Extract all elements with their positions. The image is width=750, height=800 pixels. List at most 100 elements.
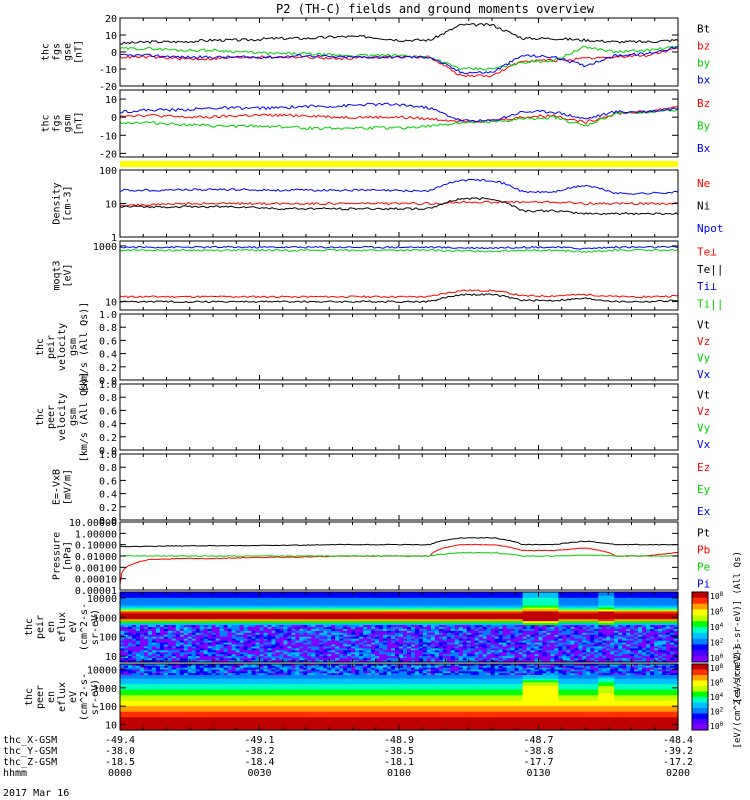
- spectrogram-cell: [418, 627, 424, 630]
- spectrogram-cell: [526, 660, 532, 663]
- spectrogram-cell: [319, 646, 324, 649]
- spectrogram-cell: [430, 593, 436, 597]
- spectrogram-cell: [275, 603, 280, 607]
- spectrogram-cell: [371, 619, 376, 622]
- spectrogram-cell: [187, 652, 193, 655]
- spectrogram-cell: [295, 642, 300, 646]
- spectrogram-cell: [227, 660, 233, 663]
- spectrogram-cell: [602, 632, 607, 636]
- spectrogram-cell: [438, 623, 444, 626]
- spectrogram-cell: [355, 619, 360, 622]
- spectrogram-cell: [554, 613, 559, 616]
- spectrogram-cell: [243, 638, 249, 642]
- spectrogram-cell: [434, 636, 440, 640]
- spectrogram-cell: [327, 607, 332, 611]
- spectrogram-cell: [139, 636, 145, 640]
- spectrogram-cell: [183, 650, 189, 653]
- spectrogram-cell: [598, 640, 603, 644]
- spectrogram-cell: [239, 609, 245, 612]
- spectrogram-cell: [578, 617, 583, 620]
- spectrogram-cell: [231, 652, 237, 655]
- spectrogram-cell: [542, 630, 548, 634]
- spectrogram-cell: [195, 607, 201, 611]
- spectrogram-cell: [295, 628, 300, 632]
- spectrogram-cell: [275, 617, 280, 620]
- spectrogram-cell: [462, 621, 468, 624]
- spectrogram-cell: [307, 603, 312, 607]
- spectrogram-cell: [414, 617, 420, 620]
- spectrogram-cell: [550, 636, 556, 640]
- spectrogram-cell: [379, 646, 384, 649]
- spectrogram-cell: [403, 658, 408, 661]
- spectrogram-cell: [490, 599, 496, 603]
- spectrogram-cell: [438, 621, 444, 624]
- spectrogram-cell: [263, 611, 269, 614]
- spectrogram-cell: [530, 656, 536, 659]
- spectrogram-cell: [510, 615, 516, 618]
- spectrogram-cell: [550, 628, 556, 632]
- spectrogram-cell: [175, 615, 181, 618]
- spectrogram-cell: [387, 630, 392, 634]
- spectrogram-cell: [554, 601, 559, 605]
- spectrogram-cell: [199, 617, 205, 620]
- spectrogram-cell: [510, 599, 516, 603]
- spectrogram-cell: [399, 628, 404, 632]
- spectrogram-cell: [331, 617, 336, 620]
- spectrogram-cell: [482, 592, 488, 595]
- spectrogram-cell: [315, 595, 320, 599]
- spectrogram-cell: [351, 628, 356, 632]
- spectrogram-cell: [179, 656, 185, 659]
- spectrogram-cell: [562, 650, 567, 653]
- spectrogram-cell: [566, 646, 571, 649]
- spectrogram-cell: [482, 654, 488, 657]
- spectrogram-cell: [315, 611, 320, 614]
- spectrogram-cell: [391, 609, 396, 612]
- spectrogram-cell: [434, 593, 440, 597]
- spectrogram-cell: [418, 623, 424, 626]
- spectrogram-cell: [399, 609, 404, 612]
- spectrogram-cell: [482, 630, 488, 634]
- spectrogram-cell: [235, 632, 241, 636]
- spectrogram-cell: [319, 605, 324, 609]
- spectrogram-cell: [351, 597, 356, 601]
- spectrogram-cell: [159, 630, 165, 634]
- spectrogram-cell: [239, 603, 245, 607]
- spectrogram-cell: [343, 615, 348, 618]
- spectrogram-cell: [355, 644, 360, 647]
- spectrogram-cell: [426, 654, 432, 657]
- spectrogram-cell: [132, 593, 137, 597]
- spectrogram-cell: [530, 617, 536, 620]
- spectrogram-cell: [391, 630, 396, 634]
- spectrogram-cell: [183, 595, 189, 599]
- spectrogram-cell: [502, 654, 508, 657]
- spectrogram-cell: [458, 625, 464, 628]
- spectrogram-cell: [151, 593, 157, 597]
- spectrogram-cell: [566, 611, 571, 614]
- spectrogram-cell: [490, 650, 496, 653]
- spectrogram-cell: [434, 615, 440, 618]
- spectrogram-cell: [494, 660, 500, 663]
- spectrogram-cell: [135, 605, 141, 609]
- spectrogram-cell: [279, 634, 284, 638]
- spectrogram-cell: [135, 656, 141, 659]
- legend-Ti||: Ti||: [697, 297, 724, 310]
- spectrogram-cell: [506, 628, 512, 632]
- spectrogram-cell: [132, 592, 137, 595]
- spectrogram-cell: [574, 593, 579, 597]
- spectrogram-cell: [558, 607, 563, 611]
- spectrogram-cell: [287, 660, 292, 663]
- spectrogram-cell: [602, 597, 607, 601]
- spectrogram-cell: [255, 605, 261, 609]
- spectrogram-cell: [554, 630, 559, 634]
- spectrogram-cell: [442, 593, 448, 597]
- spectrogram-cell: [454, 636, 460, 640]
- spectrogram-cell: [347, 605, 352, 609]
- spectrogram-cell: [530, 615, 536, 618]
- spectrogram-cell: [263, 648, 269, 651]
- spectrogram-cell: [179, 621, 185, 624]
- spectrogram-cell: [594, 597, 599, 601]
- spectrogram-cell: [143, 595, 149, 599]
- spectrogram-cell: [179, 638, 185, 642]
- spectrogram-cell: [434, 617, 440, 620]
- spectrogram-cell: [311, 660, 316, 663]
